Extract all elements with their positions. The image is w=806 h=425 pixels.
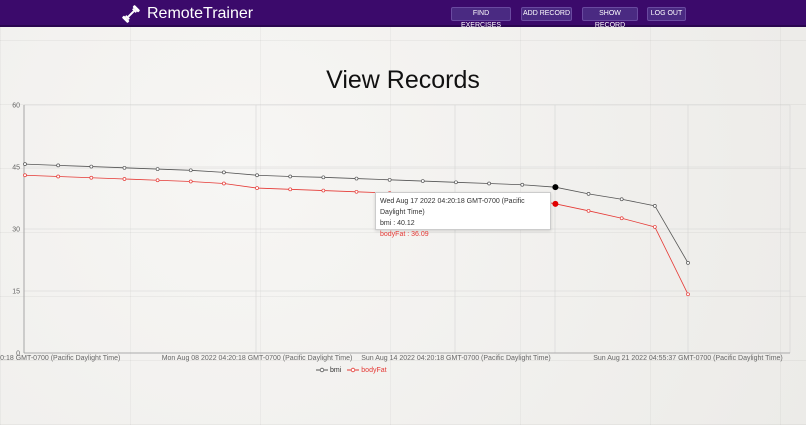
show-record-button[interactable]: SHOW RECORD: [582, 7, 638, 29]
y-tick-label-1: 15: [12, 289, 20, 296]
brand[interactable]: RemoteTrainer: [121, 3, 253, 25]
point-bmi-11: [387, 177, 392, 182]
tooltip-bodyfat: bodyFat : 36.09: [380, 231, 429, 238]
point-bodyFat-0: [23, 173, 27, 178]
point-bodyFat-19: [652, 225, 657, 229]
page-title: View Records: [326, 66, 480, 94]
x-tick-label-0: Mon Aug 01 2022 04:20:18 GMT-0700 (Pacif…: [0, 355, 120, 362]
point-bmi-18: [619, 197, 624, 202]
point-bodyFat-1: [56, 174, 61, 179]
point-bmi-15: [520, 182, 525, 187]
tooltip-title: Wed Aug 17 2022 04:20:18 GMT-0700 (Pacif…: [380, 198, 525, 216]
point-bodyFat-8: [288, 187, 293, 192]
point-bmi-17: [586, 192, 591, 196]
point-bmi-19: [652, 204, 657, 208]
point-bodyFat-3: [122, 177, 127, 181]
point-bodyFat-9: [321, 188, 326, 193]
legend-label-bodyfat: bodyFat: [361, 366, 387, 374]
highlight-point-bmi: [552, 184, 559, 191]
point-bmi-2: [89, 164, 94, 169]
find-exercises-button[interactable]: FIND EXERCISES: [451, 7, 511, 29]
add-record-button[interactable]: ADD RECORD: [521, 7, 572, 21]
x-tick-label-2: Sun Aug 14 2022 04:20:18 GMT-0700 (Pacif…: [361, 355, 551, 362]
point-bmi-0: [23, 162, 27, 166]
x-tick-label-3: Sun Aug 21 2022 04:55:37 GMT-0700 (Pacif…: [593, 355, 783, 362]
point-bmi-8: [288, 174, 293, 179]
y-tick-label-4: 60: [12, 103, 20, 110]
legend-bmi-marker: [316, 367, 328, 373]
point-bodyFat-2: [89, 175, 94, 180]
point-bodyFat-17: [586, 208, 591, 213]
legend-bodyfat-marker: [347, 367, 360, 373]
point-bodyFat-4: [155, 178, 160, 183]
tooltip-bmi: bmi : 40.12: [380, 220, 415, 227]
point-bmi-20: [686, 261, 690, 265]
point-bodyFat-20: [686, 292, 690, 297]
point-bmi-9: [321, 175, 326, 180]
point-bodyFat-6: [222, 181, 226, 186]
legend-label-bmi: bmi: [330, 366, 342, 374]
y-tick-label-2: 30: [12, 227, 20, 234]
point-bmi-1: [56, 163, 61, 168]
highlight-point-bodyfat: [552, 200, 559, 207]
point-bmi-13: [454, 180, 458, 185]
chart-legend: bmi bodyFat: [316, 365, 387, 375]
legend-item-bmi[interactable]: bmi: [316, 367, 341, 374]
x-tick-label-1: Mon Aug 08 2022 04:20:18 GMT-0700 (Pacif…: [162, 355, 353, 362]
point-bmi-3: [122, 165, 127, 170]
y-tick-label-0: 0: [16, 351, 20, 358]
point-bmi-7: [255, 173, 259, 178]
legend-item-bodyfat[interactable]: bodyFat: [347, 366, 387, 374]
y-tick-label-3: 45: [12, 165, 20, 172]
point-bmi-6: [222, 170, 226, 175]
log-out-button[interactable]: LOG OUT: [647, 7, 686, 21]
point-bmi-5: [188, 168, 193, 173]
point-bodyFat-7: [255, 186, 259, 190]
point-bmi-10: [354, 176, 359, 181]
point-bodyFat-10: [354, 189, 359, 194]
chart-tooltip: Wed Aug 17 2022 04:20:18 GMT-0700 (Pacif…: [375, 192, 551, 238]
point-bmi-12: [420, 179, 425, 183]
dumbbell-icon: [122, 5, 140, 23]
point-bmi-4: [155, 167, 160, 171]
navbar: RemoteTrainer FIND EXERCISES ADD RECORD …: [0, 0, 806, 29]
point-bodyFat-5: [188, 179, 193, 184]
point-bodyFat-18: [619, 216, 624, 221]
brand-name: RemoteTrainer: [147, 5, 254, 22]
point-bmi-14: [487, 181, 491, 186]
